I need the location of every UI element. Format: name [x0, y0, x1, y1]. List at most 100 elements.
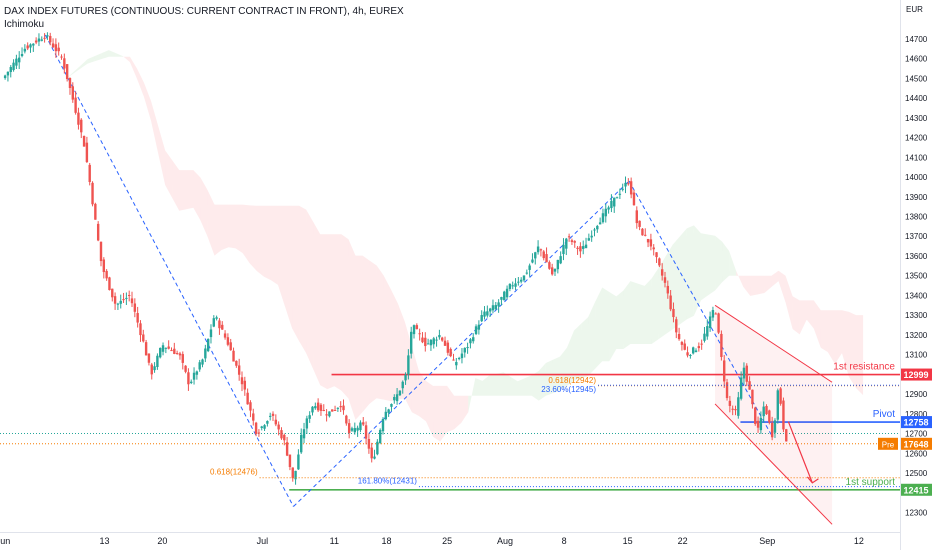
- candle-body: [68, 78, 72, 89]
- cloud-segment: [475, 377, 483, 396]
- candle-body: [776, 390, 779, 420]
- candle-body: [204, 348, 207, 359]
- level-lines: 1st resistance Pivot 1st support: [0, 362, 900, 491]
- cloud-segment: [672, 236, 680, 330]
- cloud-segment: [517, 378, 525, 396]
- cloud-segment: [524, 375, 532, 396]
- candle-body: [300, 434, 303, 453]
- cloud-segment: [651, 267, 659, 345]
- candle-body: [438, 335, 441, 338]
- candle-body: [218, 320, 221, 329]
- cloud-segment: [228, 204, 236, 249]
- cloud-segment: [658, 256, 666, 340]
- candle-body: [122, 299, 125, 301]
- candle-body: [522, 275, 526, 281]
- candle-body: [393, 396, 396, 401]
- cloud-segment: [129, 56, 137, 79]
- candle-body: [728, 400, 732, 406]
- candle-body: [550, 267, 554, 275]
- candle-body: [536, 246, 540, 253]
- level-badge-text: 12758: [903, 418, 928, 428]
- candle-body: [226, 337, 230, 345]
- candle-body: [201, 359, 204, 365]
- candle-body: [240, 377, 244, 385]
- candle-body: [511, 285, 514, 287]
- candle-body: [175, 353, 179, 355]
- candle-body: [542, 251, 545, 259]
- annotation-label: 0.618(12476): [210, 468, 258, 477]
- time-tick-label: 8: [562, 536, 567, 546]
- candle-body: [598, 222, 602, 225]
- candle-body: [113, 296, 117, 304]
- candle-body: [748, 381, 751, 390]
- candle-body: [20, 54, 24, 57]
- annotations: 0.618(12942)23.60%(12945) 0.618(12476) 161…: [210, 376, 900, 488]
- candle-body: [613, 197, 616, 207]
- candle-body: [593, 229, 596, 231]
- cloud-segment: [411, 346, 419, 416]
- candle-body: [232, 350, 235, 362]
- candle-body: [607, 207, 610, 210]
- candle-body: [26, 45, 29, 49]
- price-axis-bg: [900, 0, 932, 550]
- candle-body: [556, 259, 560, 270]
- cloud-segment: [327, 234, 335, 390]
- candle-body: [652, 247, 655, 250]
- candle-body: [545, 254, 548, 263]
- candle-body: [756, 420, 760, 428]
- candle-body: [565, 238, 568, 249]
- candle-body: [627, 183, 630, 185]
- candle-body: [156, 355, 159, 368]
- candle-body: [283, 434, 286, 441]
- candle-body: [691, 347, 695, 354]
- candle-body: [435, 339, 438, 341]
- candle-body: [779, 388, 782, 404]
- cloud-segment: [87, 56, 95, 64]
- cloud-segment: [144, 82, 152, 121]
- candle-body: [666, 285, 670, 294]
- cloud-segment: [369, 260, 377, 404]
- candle-body: [221, 324, 224, 330]
- cloud-segment: [207, 189, 215, 256]
- candle-body: [57, 47, 60, 52]
- candle-body: [71, 86, 74, 100]
- cloud-segment: [750, 275, 758, 296]
- cloud-segment: [757, 275, 765, 295]
- cloud-segment: [165, 150, 173, 198]
- cloud-segment: [849, 311, 857, 389]
- candle-body: [731, 408, 734, 410]
- price-tick-label: 13900: [905, 193, 928, 202]
- cloud-segment: [708, 234, 716, 296]
- cloud-segment: [221, 204, 229, 251]
- candle-body: [77, 112, 80, 125]
- candle-body: [82, 136, 86, 147]
- cloud-segment: [700, 233, 708, 301]
- price-tick-label: 13400: [905, 291, 928, 300]
- cloud-segment: [630, 281, 638, 345]
- cloud-segment: [122, 56, 130, 63]
- candle-body: [765, 406, 768, 415]
- candle-body: [105, 270, 108, 279]
- candle-body: [139, 323, 142, 336]
- candle-body: [190, 381, 193, 383]
- candle-body: [641, 228, 644, 236]
- price-tick-label: 12700: [905, 430, 928, 439]
- candle-body: [579, 246, 582, 252]
- candle-body: [384, 411, 388, 420]
- candle-body: [74, 97, 77, 113]
- cloud-segment: [834, 310, 842, 364]
- candle-body: [291, 467, 294, 479]
- candle-body: [254, 422, 258, 434]
- candle-body: [531, 259, 534, 263]
- chart-title: DAX INDEX FUTURES (CONTINUOUS: CURRENT C…: [4, 6, 404, 17]
- candle-body: [415, 325, 419, 330]
- candle-body: [125, 297, 128, 299]
- price-tick-label: 12500: [905, 469, 928, 478]
- cloud-segment: [679, 228, 687, 325]
- candle-body: [65, 64, 69, 80]
- candle-body: [96, 223, 100, 241]
- candle-body: [378, 430, 382, 444]
- candle-body: [711, 310, 715, 318]
- candle-body: [133, 303, 137, 312]
